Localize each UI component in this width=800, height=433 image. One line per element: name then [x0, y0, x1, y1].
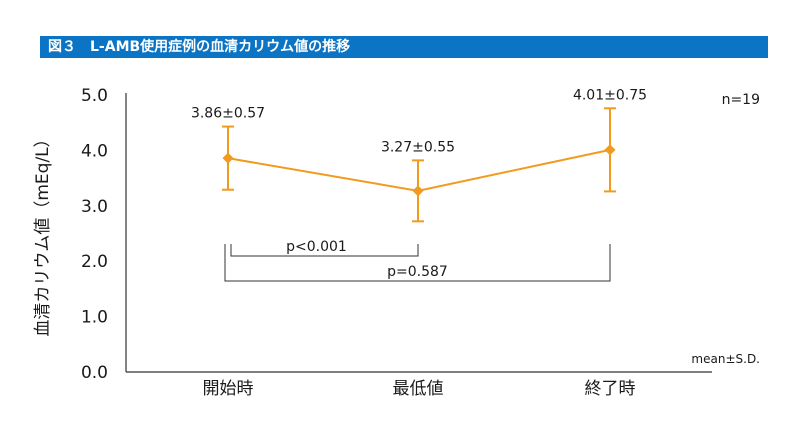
- x-tick-label: 終了時: [585, 379, 636, 399]
- data-point: [222, 152, 234, 164]
- sample-size-note: n=19: [722, 92, 760, 108]
- x-tick-label: 最低値: [393, 379, 444, 399]
- data-label: 3.27±0.55: [381, 139, 455, 155]
- data-point: [412, 185, 424, 197]
- y-tick-label: 2.0: [81, 252, 108, 272]
- data-point: [604, 144, 616, 156]
- figure-number: 図３: [48, 39, 76, 55]
- y-tick-label: 3.0: [81, 197, 108, 217]
- y-axis-label: 血清カリウム値（mEq/L）: [33, 130, 53, 336]
- y-tick-label: 1.0: [81, 308, 108, 328]
- y-tick-label: 0.0: [81, 363, 108, 383]
- y-tick-label: 4.0: [81, 141, 108, 161]
- figure-title-bar: 図３ L-AMB使用症例の血清カリウム値の推移: [40, 36, 768, 58]
- significance-bracket: [230, 244, 419, 257]
- p-value-label: p<0.001: [286, 239, 347, 255]
- figure-title: L-AMB使用症例の血清カリウム値の推移: [90, 39, 351, 55]
- data-label: 4.01±0.75: [573, 87, 647, 103]
- y-tick-label: 5.0: [81, 86, 108, 106]
- significance-bracket: [224, 244, 611, 282]
- x-tick-label: 開始時: [203, 379, 254, 399]
- data-label: 3.86±0.57: [191, 106, 265, 122]
- stat-note: mean±S.D.: [691, 352, 760, 366]
- p-value-label: p=0.587: [387, 264, 448, 280]
